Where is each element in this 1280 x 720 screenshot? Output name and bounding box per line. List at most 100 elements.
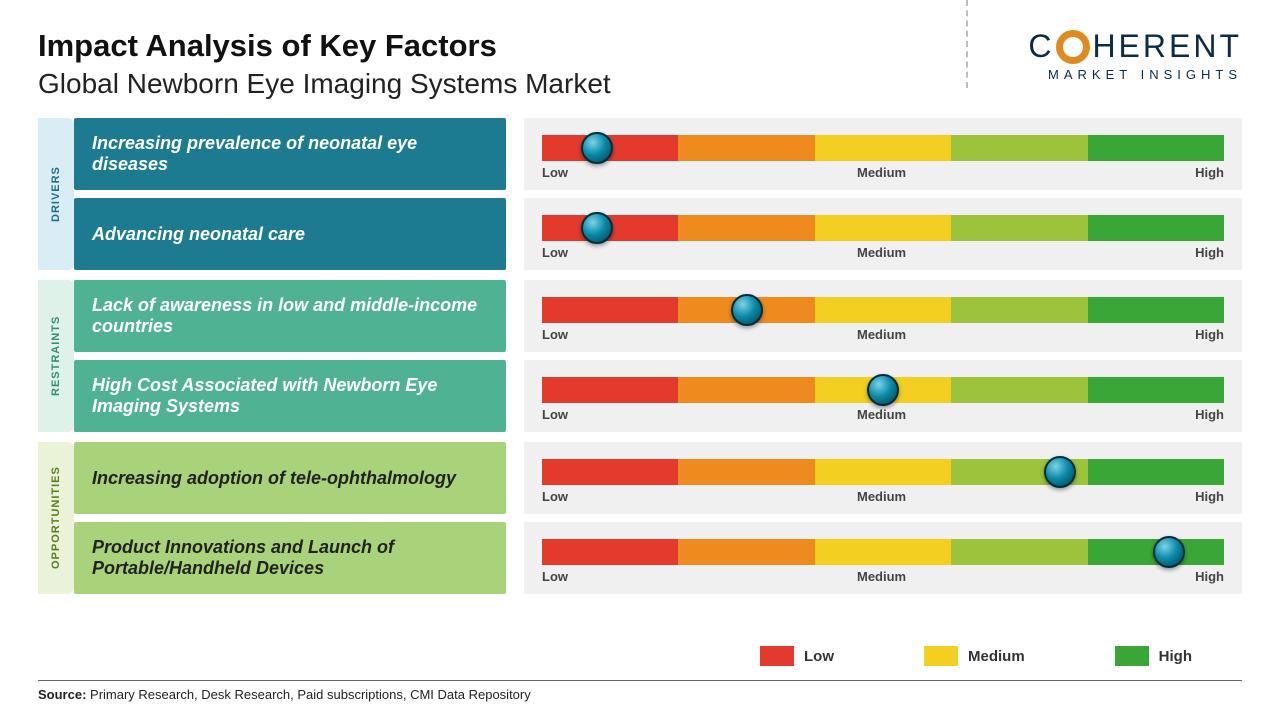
gauge-knob[interactable] [581, 212, 613, 244]
footer-rule [38, 680, 1242, 681]
gauge-label-low: Low [542, 245, 568, 260]
legend-label: Low [804, 648, 834, 665]
header: Impact Analysis of Key Factors Global Ne… [38, 28, 1242, 100]
gauge-segment [951, 377, 1087, 403]
gauge-label-high: High [1195, 569, 1224, 584]
brand-logo: C HERENT MARKET INSIGHTS [1028, 28, 1242, 82]
gauge-segment [815, 539, 951, 565]
gauge-labels: Low Medium High [542, 569, 1224, 584]
category-rows: Lack of awareness in low and middle-inco… [74, 280, 1242, 432]
factor-label: Increasing prevalence of neonatal eye di… [74, 118, 506, 190]
factor-label: Lack of awareness in low and middle-inco… [74, 280, 506, 352]
gauge-segment [815, 215, 951, 241]
page: Impact Analysis of Key Factors Global Ne… [0, 0, 1280, 720]
gauge-segment [1088, 297, 1224, 323]
gauge-track [542, 539, 1224, 565]
gauge-track [542, 459, 1224, 485]
gauge-segment [678, 215, 814, 241]
factor-label: Increasing adoption of tele-ophthalmolog… [74, 442, 506, 514]
gauge-segment [678, 539, 814, 565]
gauge-segment [815, 135, 951, 161]
impact-gauge: Low Medium High [524, 118, 1242, 190]
gauge-label-low: Low [542, 165, 568, 180]
legend-swatch [1115, 646, 1149, 666]
gauge-segment [1088, 459, 1224, 485]
factor-row: Increasing adoption of tele-ophthalmolog… [74, 442, 1242, 514]
gauge-segment [815, 459, 951, 485]
category-drivers: DRIVERSIncreasing prevalence of neonatal… [38, 118, 1242, 270]
gauge-labels: Low Medium High [542, 489, 1224, 504]
legend-swatch [924, 646, 958, 666]
gauge-label-high: High [1195, 489, 1224, 504]
legend-item: Low [760, 646, 834, 666]
gauge-labels: Low Medium High [542, 245, 1224, 260]
gauge-segment [815, 297, 951, 323]
impact-gauge: Low Medium High [524, 280, 1242, 352]
page-title: Impact Analysis of Key Factors [38, 28, 611, 64]
category-restraints: RESTRAINTSLack of awareness in low and m… [38, 280, 1242, 432]
gauge-label-medium: Medium [857, 327, 906, 342]
factor-rows: DRIVERSIncreasing prevalence of neonatal… [38, 118, 1242, 636]
brand-name: C HERENT [1028, 28, 1242, 65]
factor-label: Advancing neonatal care [74, 198, 506, 270]
gauge-label-low: Low [542, 489, 568, 504]
gauge-segment [542, 297, 678, 323]
legend-label: High [1159, 648, 1192, 665]
category-rows: Increasing adoption of tele-ophthalmolog… [74, 442, 1242, 594]
gauge-label-medium: Medium [857, 407, 906, 422]
gauge-segment [542, 459, 678, 485]
legend-item: High [1115, 646, 1192, 666]
gauge-segment [542, 377, 678, 403]
legend-swatch [760, 646, 794, 666]
legend: Low Medium High [38, 636, 1242, 680]
factor-row: Lack of awareness in low and middle-inco… [74, 280, 1242, 352]
gauge-segment [951, 539, 1087, 565]
gauge-segment [678, 459, 814, 485]
gauge-track [542, 215, 1224, 241]
gauge-knob[interactable] [1153, 536, 1185, 568]
gauge-label-high: High [1195, 245, 1224, 260]
gauge-segment [1088, 135, 1224, 161]
gauge-labels: LowMediumHigh [542, 407, 1224, 422]
gauge-knob[interactable] [867, 374, 899, 406]
gauge-label-low: Low [542, 327, 568, 342]
gauge-label-medium: Medium [857, 569, 906, 584]
gauge-label-medium: Medium [857, 489, 906, 504]
page-subtitle: Global Newborn Eye Imaging Systems Marke… [38, 68, 611, 100]
impact-gauge: Low Medium High [524, 522, 1242, 594]
category-tab: OPPORTUNITIES [38, 442, 74, 594]
gauge-knob[interactable] [1044, 456, 1076, 488]
brand-prefix: C [1028, 28, 1054, 65]
legend-label: Medium [968, 648, 1025, 665]
source-text: Primary Research, Desk Research, Paid su… [90, 687, 531, 702]
factor-row: Advancing neonatal care Low Medium High [74, 198, 1242, 270]
gauge-segment [951, 297, 1087, 323]
gauge-label-high: High [1195, 327, 1224, 342]
gauge-label-medium: Medium [857, 165, 906, 180]
category-tab: RESTRAINTS [38, 280, 74, 432]
category-rows: Increasing prevalence of neonatal eye di… [74, 118, 1242, 270]
gauge-segment [678, 377, 814, 403]
title-block: Impact Analysis of Key Factors Global Ne… [38, 28, 611, 100]
gauge-label-high: High [1195, 165, 1224, 180]
factor-row: High Cost Associated with Newborn Eye Im… [74, 360, 1242, 432]
factor-label: High Cost Associated with Newborn Eye Im… [74, 360, 506, 432]
gauge-knob[interactable] [581, 132, 613, 164]
gauge-segment [951, 215, 1087, 241]
factor-row: Increasing prevalence of neonatal eye di… [74, 118, 1242, 190]
impact-gauge: Low Medium High [524, 442, 1242, 514]
gauge-segment [1088, 215, 1224, 241]
factor-row: Product Innovations and Launch of Portab… [74, 522, 1242, 594]
brand-main: HERENT [1092, 28, 1242, 65]
gauge-track [542, 135, 1224, 161]
gauge-segment [1088, 377, 1224, 403]
gauge-knob[interactable] [731, 294, 763, 326]
gauge-label-medium: Medium [857, 245, 906, 260]
gauge-track [542, 377, 1224, 403]
gauge-labels: Low Medium High [542, 165, 1224, 180]
category-tab: DRIVERS [38, 118, 74, 270]
source-line: Source: Primary Research, Desk Research,… [38, 687, 1242, 702]
gauge-segment [678, 135, 814, 161]
gauge-label-low: Low [542, 569, 568, 584]
brand-o-icon [1056, 30, 1090, 64]
